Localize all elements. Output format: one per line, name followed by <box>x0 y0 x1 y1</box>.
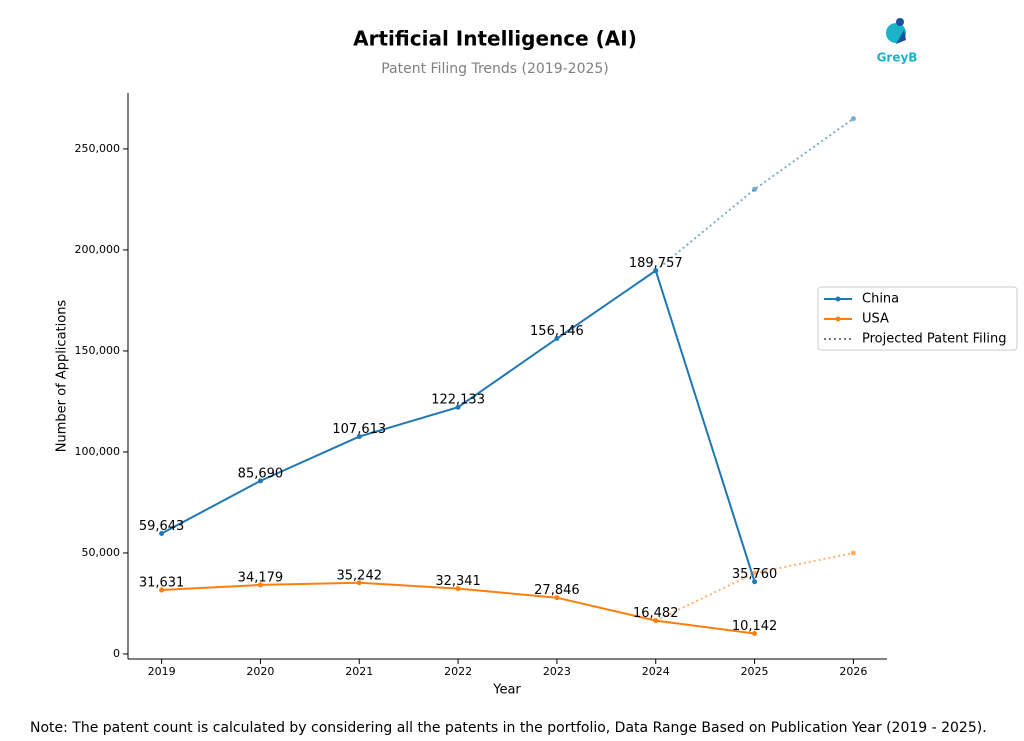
value-label: 16,482 <box>633 606 679 621</box>
y-tick-label: 150,000 <box>75 344 121 357</box>
y-tick-label: 0 <box>113 647 120 660</box>
y-tick-label: 250,000 <box>75 142 121 155</box>
y-tick-label: 100,000 <box>75 445 121 458</box>
value-label: 156,146 <box>530 324 584 339</box>
value-label: 189,757 <box>629 256 683 271</box>
series-line-point <box>356 434 362 440</box>
legend-marker <box>835 316 841 322</box>
value-label: 59,643 <box>139 519 185 534</box>
x-tick-label: 2024 <box>642 665 670 678</box>
series-line <box>161 269 756 583</box>
x-tick-label: 2019 <box>148 665 176 678</box>
series-line-point <box>752 630 758 636</box>
series-line-point <box>159 587 165 593</box>
projection-line-point <box>752 186 758 192</box>
footnote: Note: The patent count is calculated by … <box>30 720 987 736</box>
value-label: 122,133 <box>431 393 485 408</box>
brand-name: GreyB <box>877 51 918 65</box>
value-label: 35,760 <box>732 567 778 582</box>
projection-line <box>655 117 854 272</box>
series-line-point <box>455 404 461 410</box>
value-label: 27,846 <box>534 583 580 598</box>
x-tick-label: 2022 <box>444 665 472 678</box>
value-label: 107,613 <box>332 422 386 437</box>
x-tick-label: 2025 <box>741 665 769 678</box>
y-tick-label: 200,000 <box>75 243 121 256</box>
value-label: 10,142 <box>732 619 778 634</box>
value-label: 34,179 <box>238 570 284 585</box>
series-line-point <box>554 336 560 342</box>
brand-logo: GreyB <box>877 18 918 65</box>
x-tick-label: 2023 <box>543 665 571 678</box>
y-axis-label: Number of Applications <box>55 300 70 453</box>
chart-subtitle: Patent Filing Trends (2019-2025) <box>381 61 609 77</box>
legend-label: Projected Patent Filing <box>862 332 1007 347</box>
series-line-point <box>455 586 461 592</box>
projection-line-point <box>850 550 856 556</box>
projection-line <box>655 551 854 622</box>
legend-label: China <box>862 292 899 307</box>
x-axis-label: Year <box>492 683 521 698</box>
chart-title: Artificial Intelligence (AI) <box>353 27 637 51</box>
series-line-point <box>257 582 263 588</box>
legend-box <box>817 286 1018 351</box>
series-line-point <box>554 595 560 601</box>
x-tick-label: 2021 <box>345 665 373 678</box>
projection-line-point <box>752 570 758 576</box>
value-label: 85,690 <box>238 466 284 481</box>
value-label: 35,242 <box>337 568 383 583</box>
series-line-point <box>752 579 758 585</box>
y-tick-label: 50,000 <box>82 546 121 559</box>
series-line-point <box>159 530 165 536</box>
series-line-point <box>356 580 362 586</box>
x-tick-label: 2026 <box>839 665 867 678</box>
legend-label: USA <box>862 312 889 327</box>
series-line-point <box>653 268 659 274</box>
value-label: 32,341 <box>435 574 481 589</box>
series-line-point <box>653 618 659 624</box>
x-tick-label: 2020 <box>246 665 274 678</box>
legend-marker <box>835 296 841 302</box>
value-label: 31,631 <box>139 576 185 591</box>
series-line-point <box>257 478 263 484</box>
projection-line-point <box>850 116 856 122</box>
